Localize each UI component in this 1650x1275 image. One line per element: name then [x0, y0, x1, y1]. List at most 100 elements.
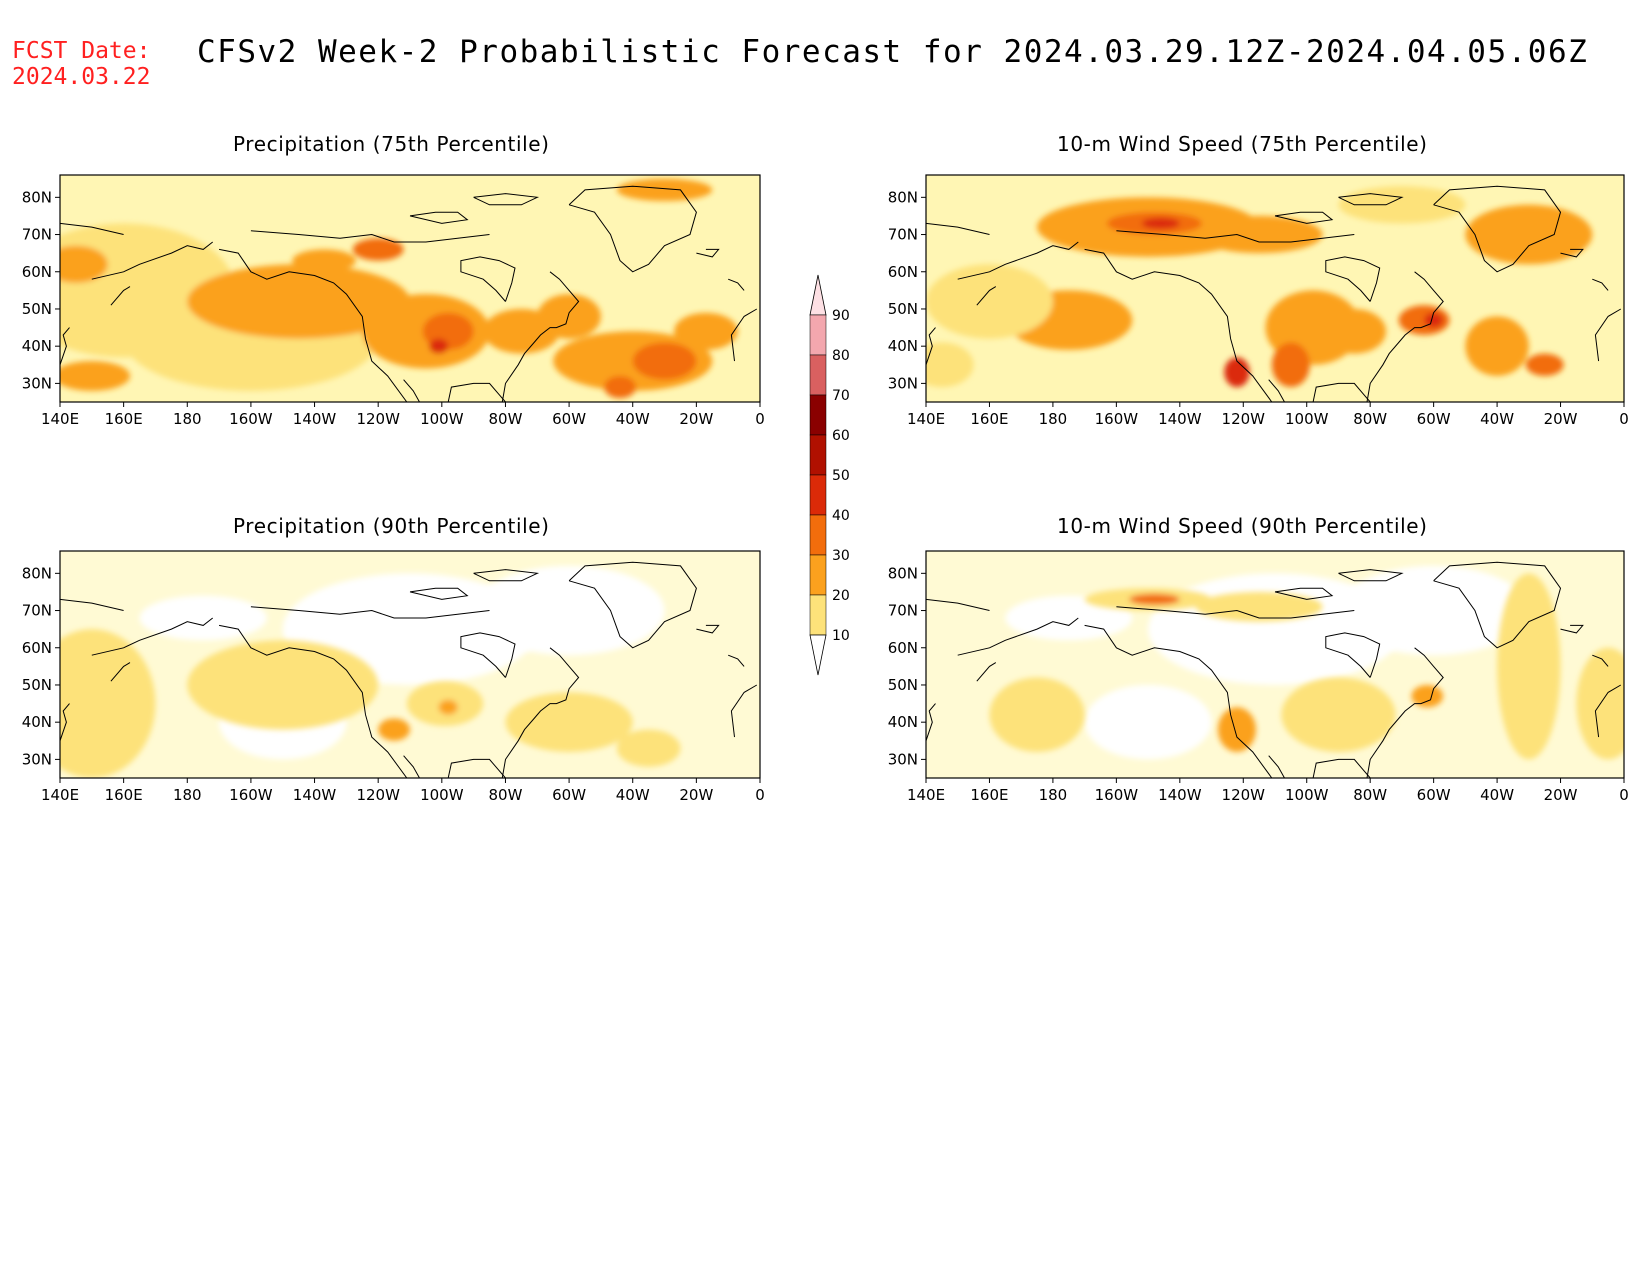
- probability-contour: [352, 238, 404, 261]
- probability-contour: [1281, 677, 1396, 752]
- lat-tick-label: 60N: [888, 263, 918, 281]
- no-signal-area: [473, 565, 665, 656]
- probability-contour: [1465, 316, 1529, 376]
- colorbar-label: 90: [832, 308, 850, 324]
- coastline: [1325, 632, 1381, 678]
- coastline: [60, 327, 70, 365]
- lat-tick-label: 30N: [888, 750, 918, 768]
- lat-tick-label: 50N: [888, 300, 918, 318]
- probability-contour: [926, 342, 974, 388]
- lon-tick-label: 0: [755, 410, 765, 428]
- probability-contour: [1195, 591, 1323, 622]
- lat-tick-label: 80N: [888, 564, 918, 582]
- lat-tick-label: 80N: [888, 188, 918, 206]
- map-panel-wind75: 80N 70N 60N 50N 40N 30N 140E 160E 180 160W 140W 120…: [888, 174, 1629, 428]
- probability-contour: [1497, 573, 1561, 760]
- colorbar-label: 60: [832, 428, 850, 444]
- coastline: [728, 278, 745, 291]
- coastline: [1433, 185, 1562, 273]
- lat-tick-label: 50N: [888, 676, 918, 694]
- coastline: [728, 654, 745, 667]
- coastline: [403, 755, 420, 778]
- lon-tick-label: 0: [1619, 410, 1629, 428]
- lon-tick-label: 100W: [420, 786, 464, 804]
- lat-tick-label: 70N: [888, 602, 918, 620]
- lon-tick-label: 20W: [679, 410, 713, 428]
- lat-tick-label: 70N: [888, 226, 918, 244]
- probability-contour: [1224, 357, 1250, 388]
- lon-tick-label: 180: [1039, 786, 1068, 804]
- lat-tick-label: 70N: [22, 602, 52, 620]
- probability-contour: [604, 375, 636, 399]
- lat-tick-label: 50N: [22, 676, 52, 694]
- coastline: [1560, 624, 1584, 634]
- colorbar-segment: [809, 474, 827, 516]
- lon-tick-label: 80W: [1353, 786, 1387, 804]
- probability-contour: [1576, 647, 1624, 760]
- colorbar-label: 30: [832, 548, 850, 564]
- probability-contour: [292, 249, 356, 272]
- map-frame: [59, 550, 761, 779]
- lon-tick-label: 20W: [1544, 786, 1578, 804]
- lon-tick-label: 140E: [907, 786, 945, 804]
- coastline: [1433, 561, 1562, 649]
- lon-tick-label: 180: [1039, 410, 1068, 428]
- colorbar-label: 40: [832, 508, 850, 524]
- coastline: [1312, 382, 1371, 402]
- coastline: [473, 569, 540, 582]
- lat-tick-label: 50N: [22, 300, 52, 318]
- coastline: [568, 185, 697, 273]
- colorbar-label: 80: [832, 348, 850, 364]
- coastline: [447, 382, 506, 402]
- lon-tick-label: 160W: [1095, 786, 1139, 804]
- map-panel-wind90: 80N 70N 60N 50N 40N 30N 140E 160E 180 160W 140W 120…: [888, 550, 1629, 804]
- coastline: [250, 606, 490, 619]
- lon-tick-label: 60W: [552, 410, 586, 428]
- coastline: [219, 248, 408, 402]
- lon-tick-label: 160E: [970, 410, 1008, 428]
- probability-contour: [632, 342, 697, 380]
- coastline: [460, 632, 516, 678]
- probability-contour: [60, 629, 156, 778]
- coastline: [91, 617, 214, 656]
- forecast-date-value: 2024.03.22: [12, 64, 151, 90]
- coastline: [473, 193, 540, 206]
- lat-tick-label: 60N: [888, 639, 918, 657]
- lon-tick-label: 160W: [1095, 410, 1139, 428]
- coastline: [1594, 684, 1622, 738]
- lon-tick-label: 140W: [1158, 786, 1202, 804]
- coastline: [1274, 587, 1334, 600]
- coastline: [91, 241, 214, 280]
- lon-tick-label: 0: [755, 786, 765, 804]
- coastline: [409, 211, 469, 224]
- probability-contour: [989, 677, 1085, 752]
- probability-contour: [1217, 707, 1256, 752]
- probability-contour: [438, 699, 458, 715]
- coastline: [110, 662, 131, 682]
- coastline: [1325, 256, 1381, 302]
- lat-tick-label: 80N: [22, 188, 52, 206]
- probability-contour: [1338, 186, 1466, 224]
- coastline: [957, 241, 1079, 280]
- coastline: [1116, 606, 1355, 619]
- coastline: [1084, 624, 1273, 778]
- coastline: [447, 758, 506, 778]
- lon-tick-label: 20W: [1544, 410, 1578, 428]
- colorbar-segment: [809, 514, 827, 556]
- lon-tick-label: 160E: [105, 410, 143, 428]
- page-title: CFSv2 Week-2 Probabilistic Forecast for …: [197, 34, 1589, 70]
- probability-contour: [187, 264, 410, 339]
- coastline: [976, 286, 997, 306]
- lon-tick-label: 40W: [616, 786, 650, 804]
- coastline: [976, 662, 997, 682]
- lat-tick-label: 40N: [22, 337, 52, 355]
- lon-tick-label: 180: [173, 786, 202, 804]
- lon-tick-label: 160W: [229, 410, 273, 428]
- panel-title-wind90: 10-m Wind Speed (90th Percentile): [1057, 514, 1428, 538]
- lon-tick-label: 20W: [679, 786, 713, 804]
- lon-tick-label: 40W: [1480, 786, 1514, 804]
- coastline: [1594, 308, 1622, 362]
- map-frame: [59, 174, 761, 403]
- lon-tick-label: 60W: [1417, 410, 1451, 428]
- colorbar-segment: [809, 554, 827, 596]
